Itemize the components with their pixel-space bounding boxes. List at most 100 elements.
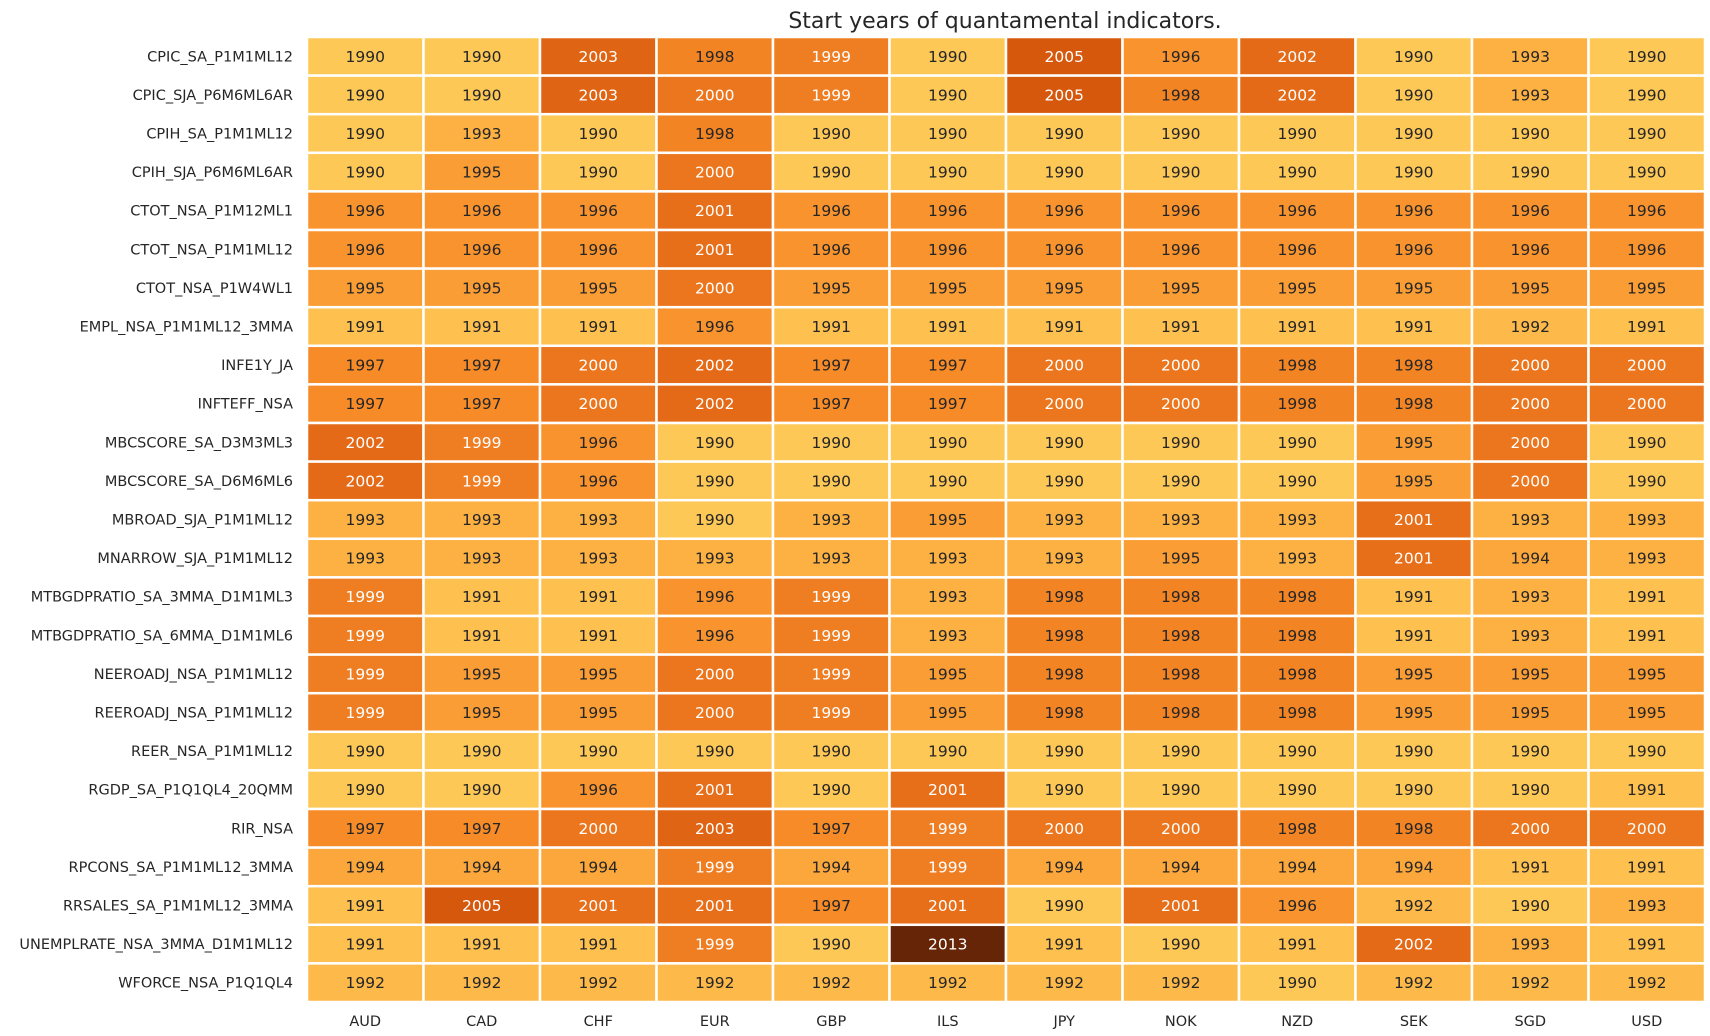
cell-value-label: 1990: [1627, 743, 1666, 761]
cell-value-label: 1999: [346, 588, 385, 606]
cell-value-label: 1995: [1627, 665, 1666, 683]
cell-value-label: 1994: [1161, 858, 1200, 876]
cell-value-label: 1995: [928, 511, 967, 529]
cell-value-label: 1991: [1511, 858, 1550, 876]
heatmap-cell: [655, 846, 775, 888]
heatmap-cell: [1470, 576, 1590, 618]
heatmap-cell: [305, 730, 425, 772]
cell-value-label: 1998: [1045, 627, 1084, 645]
row-label: MTBGDPRATIO_SA_3MMA_D1M1ML3: [31, 590, 293, 606]
cell-value-label: 1990: [1045, 743, 1084, 761]
cell-value-label: 2013: [928, 936, 967, 954]
heatmap-cell: [305, 769, 425, 811]
cell-value-label: 1990: [1511, 743, 1550, 761]
row-label: EMPL_NSA_P1M1ML12_3MMA: [80, 320, 293, 336]
row-label: REER_NSA_P1M1ML12: [131, 744, 293, 760]
cell-value-label: 1996: [695, 318, 734, 336]
cell-value-label: 1995: [1627, 279, 1666, 297]
cell-value-label: 1998: [1278, 357, 1317, 375]
cell-value-label: 1998: [1045, 704, 1084, 722]
cell-value-label: 1991: [1394, 318, 1433, 336]
heatmap-cell: [1354, 691, 1474, 734]
cell-value-label: 1992: [1045, 974, 1084, 992]
cell-value-label: 1997: [812, 357, 851, 375]
heatmap-cell: [538, 267, 658, 309]
cell-value-label: 1990: [579, 125, 618, 143]
cell-value-label: 1990: [1511, 125, 1550, 143]
heatmap-cell: [1121, 691, 1241, 734]
cell-value-label: 1991: [579, 318, 618, 336]
heatmap-cell: [538, 962, 658, 1004]
cell-value-label: 1990: [1394, 164, 1433, 182]
heatmap-cell: [1237, 807, 1357, 849]
cell-value-label: 1996: [1627, 241, 1666, 259]
cell-value-label: 1996: [695, 588, 734, 606]
heatmap-cell: [1004, 460, 1124, 502]
cell-value-label: 2000: [695, 279, 734, 297]
cell-value-label: 1990: [695, 511, 734, 529]
row-labels: CPIC_SA_P1M1ML12 CPIC_SJA_P6M6ML6AR CPIH_S…: [19, 49, 293, 991]
cell-value-label: 1990: [1627, 86, 1666, 104]
heatmap-cell: [1237, 267, 1357, 309]
cell-value-label: 1996: [1394, 241, 1433, 259]
column-label: ILS: [937, 1014, 959, 1030]
cell-value-label: 1995: [928, 279, 967, 297]
cell-value-label: 2005: [1045, 86, 1084, 104]
cell-value-label: 1990: [1278, 434, 1317, 452]
cell-value-label: 1998: [1161, 627, 1200, 645]
heatmap-cell: [305, 344, 425, 386]
column-labels: AUD CAD CHF EUR GBP ILS JPY NOK NZD SEK SGD USD: [349, 1014, 1662, 1030]
cell-value-label: 1998: [1161, 86, 1200, 104]
cell-value-label: 1996: [346, 202, 385, 220]
cell-value-label: 1995: [1394, 704, 1433, 722]
cell-value-label: 1995: [1394, 434, 1433, 452]
cell-value-label: 2002: [1278, 86, 1317, 104]
cell-value-label: 1990: [1394, 86, 1433, 104]
heatmap-cell: [422, 190, 542, 232]
cell-value-label: 1998: [695, 125, 734, 143]
heatmap-cell: [422, 421, 542, 463]
cell-value-label: 1990: [1161, 936, 1200, 954]
cell-value-label: 1990: [928, 86, 967, 104]
cell-value-label: 1998: [1394, 357, 1433, 375]
heatmap-cell: [1470, 190, 1590, 232]
cell-value-label: 2003: [579, 48, 618, 66]
cell-value-label: 1991: [1627, 781, 1666, 799]
cell-value-label: 1995: [462, 704, 501, 722]
heatmap-cell: [655, 769, 775, 811]
cell-value-label: 1990: [1161, 781, 1200, 799]
cell-value-label: 1990: [346, 164, 385, 182]
cell-value-label: 1993: [579, 511, 618, 529]
cell-value-label: 1998: [1278, 820, 1317, 838]
cell-value-label: 1997: [462, 820, 501, 838]
cell-value-label: 1996: [1278, 241, 1317, 259]
cell-value-label: 1997: [346, 357, 385, 375]
cell-value-label: 1990: [1278, 781, 1317, 799]
heatmap-cell: [771, 267, 891, 309]
cell-value-label: 1999: [812, 588, 851, 606]
heatmap-cell: [888, 344, 1008, 386]
cell-value-label: 1990: [1045, 125, 1084, 143]
cell-value-label: 2001: [695, 781, 734, 799]
cell-value-label: 1995: [1627, 704, 1666, 722]
cell-value-label: 1990: [1161, 164, 1200, 182]
column-label: AUD: [349, 1014, 381, 1030]
cell-value-label: 1996: [462, 202, 501, 220]
cell-value-label: 1996: [928, 241, 967, 259]
heatmap-cell: [888, 35, 1008, 77]
heatmap-cell: [1470, 614, 1590, 656]
heatmap-cell: [1121, 383, 1241, 425]
heatmap-cell: [1004, 769, 1124, 811]
heatmap-cell: [1237, 421, 1357, 463]
cell-value-label: 1993: [462, 550, 501, 568]
cell-value-label: 1991: [1045, 936, 1084, 954]
cell-value-label: 1997: [928, 395, 967, 413]
cell-value-label: 1998: [1278, 665, 1317, 683]
cell-value-label: 1999: [812, 86, 851, 104]
column-label: SGD: [1514, 1014, 1546, 1030]
cell-value-label: 1997: [462, 395, 501, 413]
cell-value-label: 2001: [695, 897, 734, 915]
cell-value-label: 1995: [1394, 665, 1433, 683]
